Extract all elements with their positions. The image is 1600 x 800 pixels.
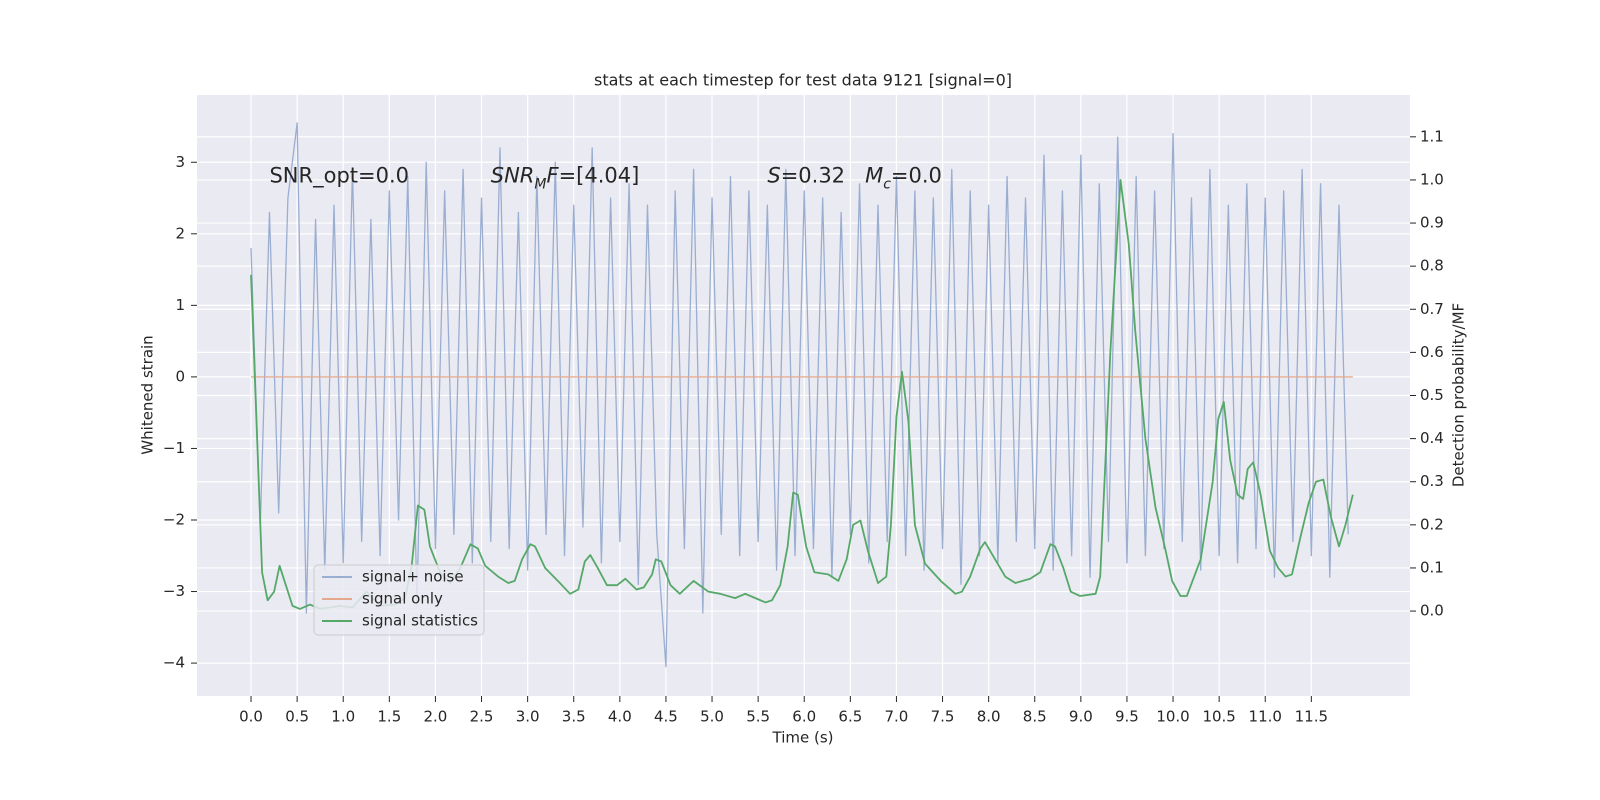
y2-tick-label: 0.3 (1420, 472, 1444, 490)
x-tick-label: 2.0 (424, 708, 448, 726)
y2-tick-label: 0.1 (1420, 558, 1444, 576)
x-tick-label: 4.5 (654, 708, 678, 726)
annotation: SNR_opt=0.0 (269, 164, 409, 189)
annotation-part: SNR_opt=0.0 (269, 164, 409, 189)
y-tick-label: −2 (163, 510, 185, 528)
y2-tick-label: 0.0 (1420, 602, 1444, 620)
annotation: SNRMF=[4.04] (491, 164, 640, 193)
x-tick-label: 8.0 (977, 708, 1001, 726)
y2-tick-label: 0.4 (1420, 429, 1444, 447)
annotation-part: SNR (491, 164, 535, 188)
x-tick-label: 7.0 (885, 708, 909, 726)
x-tick-label: 10.0 (1156, 708, 1189, 726)
x-tick-label: 3.0 (516, 708, 540, 726)
annotation-part: =0.32 (781, 164, 865, 188)
y2-tick-label: 0.8 (1420, 257, 1444, 275)
y2-tick-label: 0.9 (1420, 214, 1444, 232)
legend-label: signal only (362, 590, 443, 608)
y2-tick-label: 0.7 (1420, 300, 1444, 318)
annotation: S=0.32 Mc=0.0 (767, 164, 942, 193)
legend-box (313, 564, 485, 636)
x-tick-label: 9.0 (1069, 708, 1093, 726)
labels: 0.0 0.5 1.0 1.5 2.0 2.5 3.0 3.5 4.0 4.5 5.0 5.5 6.0 6… (163, 127, 1444, 725)
y-tick-label: 0 (175, 367, 185, 385)
x-tick-label: 9.5 (1115, 708, 1139, 726)
x-tick-label: 4.0 (608, 708, 632, 726)
y-tick-label: 3 (175, 153, 185, 171)
annotation-part: S (767, 164, 780, 188)
x-axis-label: Time (s) (772, 729, 834, 747)
x-tick-label: 0.0 (239, 708, 263, 726)
y2-tick-label: 1.1 (1420, 127, 1444, 145)
x-tick-label: 1.5 (377, 708, 401, 726)
series-line (250, 122, 1349, 668)
annotation-part: =[4.04] (559, 164, 640, 188)
x-tick-label: 3.5 (562, 708, 586, 726)
x-tick-label: 5.5 (746, 708, 770, 726)
x-tick-label: 10.5 (1202, 708, 1235, 726)
y2-tick-label: 0.6 (1420, 343, 1444, 361)
annotation-part: F (546, 164, 559, 188)
x-tick-label: 0.5 (285, 708, 309, 726)
x-tick-label: 1.0 (331, 708, 355, 726)
y-tick-label: −4 (163, 654, 185, 672)
x-tick-label: 5.0 (700, 708, 724, 726)
y-tick-label: 2 (175, 224, 185, 242)
annotation-part: =0.0 (891, 164, 942, 188)
x-tick-label: 6.5 (838, 708, 862, 726)
y2-tick-label: 0.2 (1420, 515, 1444, 533)
y-axis-label: Whitened strain (139, 335, 157, 454)
annotation-part: M (865, 164, 883, 188)
annotation-part: c (883, 177, 891, 193)
x-tick-label: 2.5 (470, 708, 494, 726)
x-tick-label: 7.5 (931, 708, 955, 726)
y2-tick-label: 1.0 (1420, 170, 1444, 188)
chart-title: stats at each timestep for test data 912… (594, 71, 1012, 90)
y2-axis-label: Detection probability/MF (1450, 303, 1468, 487)
x-tick-label: 8.5 (1023, 708, 1047, 726)
annotation-part: M (534, 177, 546, 193)
legend-label: signal+ noise (362, 568, 464, 586)
legend-label: signal statistics (362, 612, 478, 630)
y-tick-label: −1 (163, 439, 185, 457)
x-tick-label: 6.0 (792, 708, 816, 726)
y-tick-label: −3 (163, 582, 185, 600)
y-tick-label: 1 (175, 296, 185, 314)
x-tick-label: 11.5 (1295, 708, 1328, 726)
x-tick-label: 11.0 (1249, 708, 1282, 726)
y2-tick-label: 0.5 (1420, 386, 1444, 404)
